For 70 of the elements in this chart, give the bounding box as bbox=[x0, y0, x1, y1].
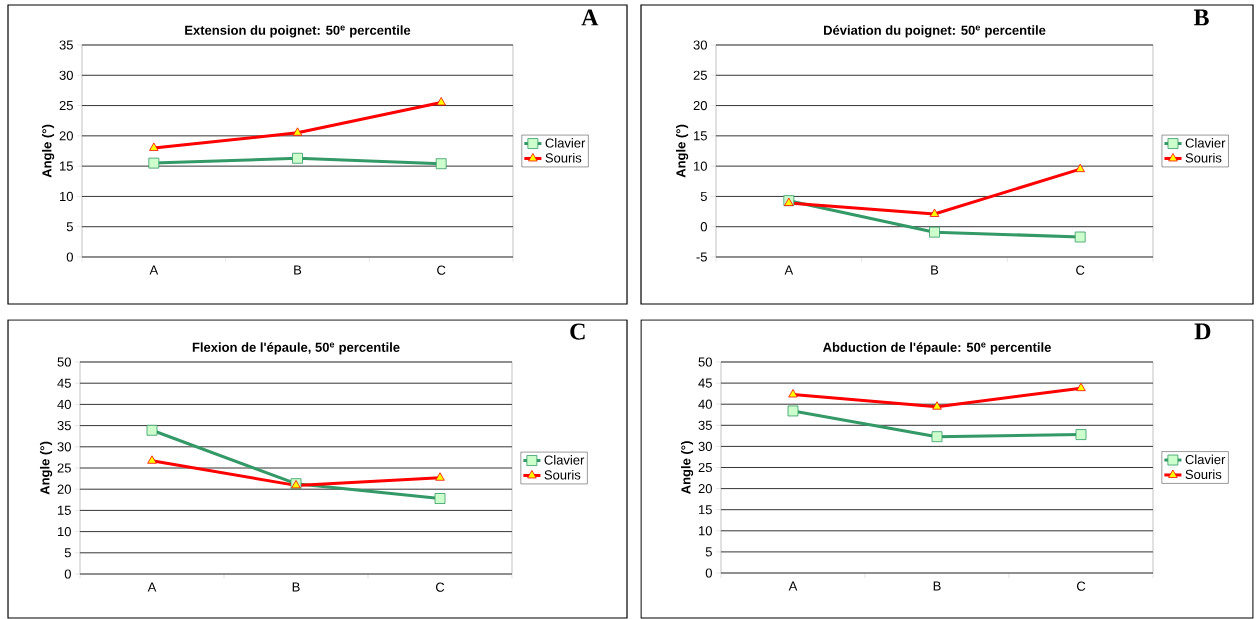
y-tick-label: 15 bbox=[699, 505, 712, 515]
x-tick-label: B bbox=[294, 265, 302, 275]
text: B bbox=[1193, 9, 1209, 26]
y-tick-label: 15 bbox=[60, 161, 73, 171]
x-tick-label: C bbox=[1076, 581, 1086, 591]
x-tick-label: C bbox=[437, 265, 446, 275]
y-tick-label: 25 bbox=[698, 462, 712, 473]
y-axis-title: Angle (°) bbox=[39, 441, 53, 495]
legend-label: Clavier bbox=[545, 138, 586, 148]
y-tick-label: 5 bbox=[66, 222, 73, 232]
y-axis-title: Angle (°) bbox=[41, 124, 55, 178]
y-tick-label: 5 bbox=[705, 547, 712, 557]
text: C bbox=[570, 323, 585, 340]
y-tick-label: 10 bbox=[699, 526, 712, 536]
x-tick-label: B bbox=[933, 581, 941, 591]
y-tick-label: 20 bbox=[698, 483, 712, 494]
y-tick-label: 30 bbox=[57, 442, 71, 452]
legend-label: Clavier bbox=[544, 455, 585, 465]
x-tick-label: B bbox=[931, 265, 939, 275]
x-tick-label: A bbox=[788, 581, 798, 591]
x-tick-label: A bbox=[147, 582, 157, 592]
y-tick-label: 30 bbox=[698, 441, 712, 451]
y-tick-label: 25 bbox=[693, 70, 707, 80]
y-tick-label: 25 bbox=[59, 100, 73, 111]
y-tick-label: 25 bbox=[57, 463, 71, 473]
chart-title: Flexion de l'épaule, 50$^{e}$ percentile bbox=[192, 342, 400, 355]
text: D bbox=[1194, 323, 1211, 340]
x-tick-label: A bbox=[784, 265, 794, 275]
y-tick-label: 0 bbox=[700, 222, 707, 232]
x-tick-label: B bbox=[292, 582, 300, 592]
y-tick-label: 10 bbox=[60, 191, 73, 202]
y-tick-label: 30 bbox=[693, 40, 707, 50]
legend-label: Souris bbox=[544, 469, 581, 480]
y-tick-label: 45 bbox=[698, 378, 712, 388]
chart-title: Extension du poignet: 50$^{e}$ percentile bbox=[185, 25, 411, 38]
y-tick-label: 50 bbox=[57, 357, 71, 367]
y-tick-label: 0 bbox=[705, 568, 712, 578]
y-tick-label: 45 bbox=[57, 378, 71, 388]
y-tick-label: 40 bbox=[698, 399, 712, 409]
y-tick-label: 20 bbox=[57, 484, 71, 494]
y-tick-label: 35 bbox=[698, 420, 712, 430]
y-tick-label: 5 bbox=[700, 191, 707, 201]
y-tick-label: 20 bbox=[59, 131, 73, 141]
legend-label: Souris bbox=[1185, 152, 1222, 163]
x-tick-label: C bbox=[1076, 265, 1085, 275]
y-tick-label: 20 bbox=[693, 100, 707, 111]
legend-label: Clavier bbox=[1185, 138, 1226, 148]
legend-label: Clavier bbox=[1185, 454, 1226, 465]
y-tick-label: 0 bbox=[64, 569, 71, 579]
y-tick-label: 10 bbox=[694, 161, 707, 171]
chart-title: Abduction de l'épaule: 50$^{e}$ percentile bbox=[822, 342, 1051, 355]
y-tick-label: 40 bbox=[57, 399, 71, 409]
legend-label: Souris bbox=[545, 152, 582, 163]
chart-title: Déviation du poignet: 50$^{e}$ percentile bbox=[824, 25, 1046, 38]
y-tick-label: 15 bbox=[694, 131, 707, 141]
y-tick-label: 35 bbox=[57, 420, 71, 431]
y-tick-label: 30 bbox=[59, 70, 73, 80]
x-tick-label: C bbox=[435, 582, 445, 592]
y-tick-label: 5 bbox=[64, 548, 71, 558]
text: A bbox=[581, 9, 599, 26]
y-tick-label: 15 bbox=[58, 505, 71, 515]
y-axis-title: Angle (°) bbox=[680, 441, 694, 494]
x-tick-label: A bbox=[149, 265, 159, 275]
y-tick-label: 35 bbox=[59, 40, 73, 50]
y-axis-title: Angle (°) bbox=[675, 124, 689, 178]
y-tick-label: 10 bbox=[58, 526, 71, 537]
legend-label: Souris bbox=[1185, 469, 1222, 480]
y-tick-label: 50 bbox=[698, 357, 712, 367]
y-tick-label: 0 bbox=[66, 252, 73, 262]
y-tick-label: -5 bbox=[696, 252, 707, 262]
